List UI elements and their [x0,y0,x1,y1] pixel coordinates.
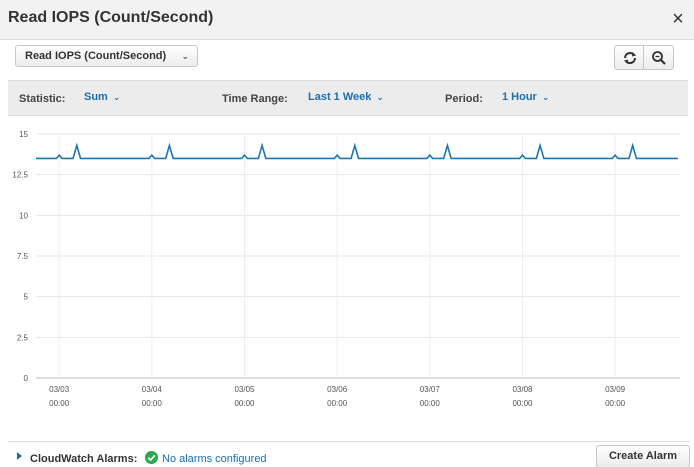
x-tick-label-time: 00:00 [142,399,163,408]
x-tick-label-date: 03/08 [512,385,533,394]
x-tick-label-date: 03/06 [327,385,348,394]
x-tick-label-date: 03/03 [49,385,70,394]
read-iops-chart: 0 2.5 5 7.5 10 12.5 15 03/03 00:00 03/04 00:00 03/0… [12,130,680,408]
graph-options-bar: Statistic: Sum ⌄ Time Range: Last 1 Week ⌄… [8,80,688,116]
time-range-dropdown[interactable]: Last 1 Week ⌄ [308,91,384,103]
refresh-button[interactable] [614,45,644,70]
y-tick-label: 10 [19,211,28,220]
dialog-title: Read IOPS (Count/Second) [8,9,214,26]
y-tick-label: 12.5 [12,171,28,180]
create-alarm-button[interactable]: Create Alarm [596,445,690,467]
dialog-header: Read IOPS (Count/Second) × [0,0,694,40]
chevron-down-icon: ⌄ [112,92,121,102]
x-tick-label-time: 00:00 [327,399,348,408]
time-range-label: Time Range: [222,93,288,105]
close-button[interactable]: × [672,8,684,30]
zoom-button[interactable] [644,45,674,70]
alarms-footer: CloudWatch Alarms: No alarms configured … [8,441,690,467]
magnifier-icon [652,51,666,65]
y-tick-label: 5 [24,293,29,302]
metric-select[interactable]: Read IOPS (Count/Second) ⌄ [15,45,198,67]
chevron-down-icon: ⌄ [376,92,384,102]
x-tick-label-time: 00:00 [512,399,533,408]
chevron-down-icon: ⌄ [541,92,550,102]
x-tick-label-date: 03/09 [605,385,626,394]
chevron-down-icon: ⌄ [181,51,189,61]
period-dropdown[interactable]: 1 Hour ⌄ [502,91,549,103]
statistic-value: Sum [84,91,108,103]
y-tick-label: 2.5 [17,333,29,342]
x-tick-label-time: 00:00 [49,399,70,408]
metric-select-value: Read IOPS (Count/Second) [25,50,167,62]
statistic-label: Statistic: [19,93,66,105]
y-tick-label: 0 [24,374,29,383]
y-tick-label: 7.5 [17,252,29,261]
expand-triangle-icon[interactable] [17,452,22,460]
check-circle-icon [145,451,158,464]
x-tick-label-time: 00:00 [605,399,626,408]
x-tick-label-date: 03/07 [420,385,441,394]
statistic-dropdown[interactable]: Sum ⌄ [84,91,120,103]
x-tick-label-time: 00:00 [420,399,441,408]
x-tick-label-time: 00:00 [234,399,255,408]
x-tick-label-date: 03/04 [142,385,163,394]
time-range-value: Last 1 Week [308,91,372,103]
period-value: 1 Hour [502,91,537,103]
alarms-status-link[interactable]: No alarms configured [162,453,267,465]
y-tick-label: 15 [19,130,28,139]
period-label: Period: [445,93,483,105]
x-tick-label-date: 03/05 [234,385,255,394]
series-line [36,142,679,160]
refresh-icon [624,52,636,64]
alarms-label: CloudWatch Alarms: [30,453,138,465]
